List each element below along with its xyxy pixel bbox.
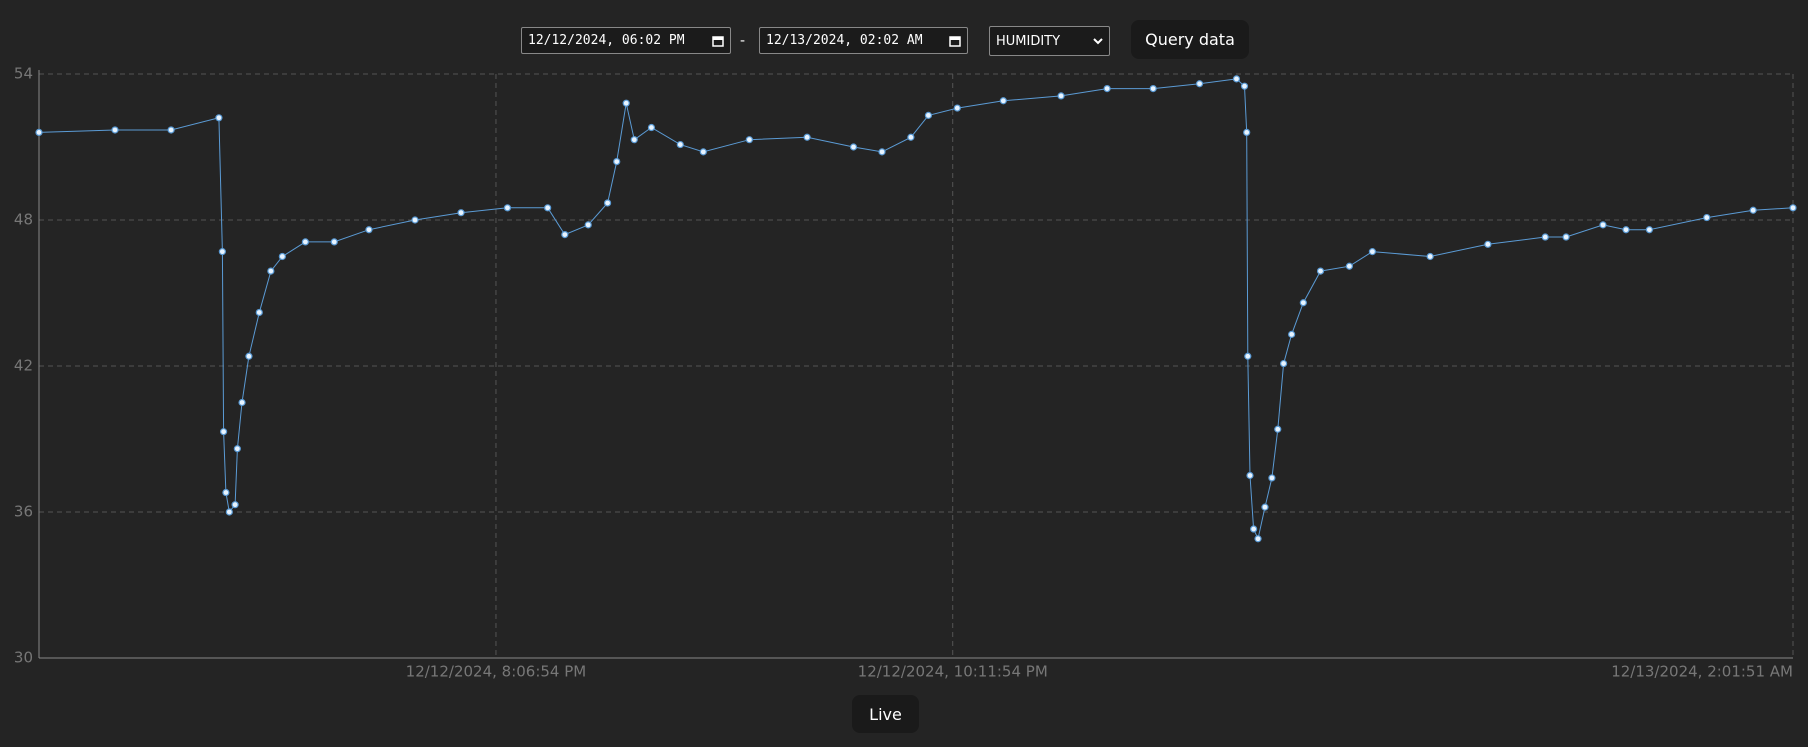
data-point xyxy=(1789,204,1797,212)
data-point xyxy=(544,204,552,212)
data-point xyxy=(622,99,630,107)
metric-value: HUMIDITY xyxy=(996,33,1061,49)
data-point xyxy=(603,199,612,207)
data-line xyxy=(38,78,1794,541)
data-point xyxy=(999,97,1007,105)
data-point xyxy=(1299,299,1307,307)
data-point xyxy=(167,126,175,134)
data-point xyxy=(1749,206,1757,214)
data-point xyxy=(1484,240,1492,248)
data-point xyxy=(1288,330,1296,338)
data-point xyxy=(613,158,621,166)
end-value: 12/13/2024, 02:02 AM xyxy=(766,33,923,48)
data-point xyxy=(503,204,512,212)
data-point xyxy=(1268,474,1276,482)
data-point xyxy=(1232,75,1241,83)
data-point xyxy=(1240,82,1249,90)
data-point xyxy=(411,216,419,224)
data-point xyxy=(1274,425,1282,433)
data-point xyxy=(457,209,465,217)
x-tick-label: 12/13/2024, 2:01:51 AM xyxy=(1611,663,1793,681)
data-point xyxy=(584,221,592,229)
data-point xyxy=(238,398,246,407)
data-point xyxy=(561,231,569,239)
start-input[interactable]: 12/12/2024, 06:02 PM xyxy=(521,27,731,54)
data-point xyxy=(1622,226,1630,234)
data-point xyxy=(699,148,707,156)
data-point xyxy=(924,111,933,119)
data-point xyxy=(745,136,753,144)
data-point xyxy=(1149,84,1157,93)
data-point xyxy=(878,148,886,156)
data-point xyxy=(1243,128,1251,136)
data-point xyxy=(365,226,373,234)
data-point xyxy=(215,114,223,122)
data-point xyxy=(1345,262,1353,270)
data-point xyxy=(1280,359,1288,368)
live-button[interactable]: Live xyxy=(852,695,919,733)
start-value: 12/12/2024, 06:02 PM xyxy=(528,33,685,48)
data-point xyxy=(219,428,228,436)
data-point xyxy=(278,252,286,261)
data-point xyxy=(1703,213,1711,222)
data-point xyxy=(1195,80,1204,88)
data-point xyxy=(849,143,858,151)
data-point xyxy=(1316,267,1325,275)
y-tick-label: 36 xyxy=(14,503,33,521)
separator: - xyxy=(740,32,746,49)
metric-select[interactable]: HUMIDITY xyxy=(989,26,1110,56)
end-input[interactable]: 12/13/2024, 02:02 AM xyxy=(759,27,968,54)
data-point xyxy=(35,128,43,136)
data-point xyxy=(1599,221,1607,229)
data-point xyxy=(1244,352,1252,360)
data-point xyxy=(647,123,656,132)
data-point xyxy=(267,267,275,275)
data-point xyxy=(233,445,241,453)
y-tick-label: 48 xyxy=(14,211,33,229)
data-point xyxy=(245,352,253,360)
data-point xyxy=(1057,92,1065,100)
data-point xyxy=(1645,226,1653,234)
data-point xyxy=(218,248,226,256)
data-point xyxy=(1254,535,1262,543)
data-point xyxy=(953,104,961,112)
data-point xyxy=(301,238,309,246)
data-point xyxy=(630,136,638,144)
data-point xyxy=(1426,252,1434,261)
data-point xyxy=(907,133,915,141)
data-point xyxy=(1246,471,1254,480)
calendar-icon xyxy=(712,35,724,47)
data-point xyxy=(676,140,684,149)
dropdown-arrow xyxy=(1093,38,1103,45)
data-point xyxy=(225,508,233,516)
y-tick-label: 30 xyxy=(14,649,33,667)
data-point xyxy=(1541,233,1549,241)
data-point xyxy=(1261,503,1269,511)
chart: 30 36 42 48 54 12/12/2024, 8:06:54 PM 12/12/20… xyxy=(14,65,1797,681)
x-tick-label: 12/12/2024, 10:11:54 PM xyxy=(858,663,1048,681)
data-point xyxy=(231,501,239,509)
data-point xyxy=(111,126,119,134)
query-button[interactable]: Query data xyxy=(1131,20,1249,59)
data-point xyxy=(1250,525,1258,533)
data-point xyxy=(330,238,338,246)
data-point xyxy=(1103,84,1111,93)
calendar-icon xyxy=(949,35,961,47)
y-tick-label: 54 xyxy=(14,65,33,83)
data-point xyxy=(222,488,230,497)
data-point xyxy=(1562,233,1570,241)
data-point xyxy=(1368,248,1377,256)
x-tick-label: 12/12/2024, 8:06:54 PM xyxy=(406,663,587,681)
y-tick-label: 42 xyxy=(14,357,33,375)
data-point xyxy=(803,133,811,141)
data-point xyxy=(255,308,263,317)
